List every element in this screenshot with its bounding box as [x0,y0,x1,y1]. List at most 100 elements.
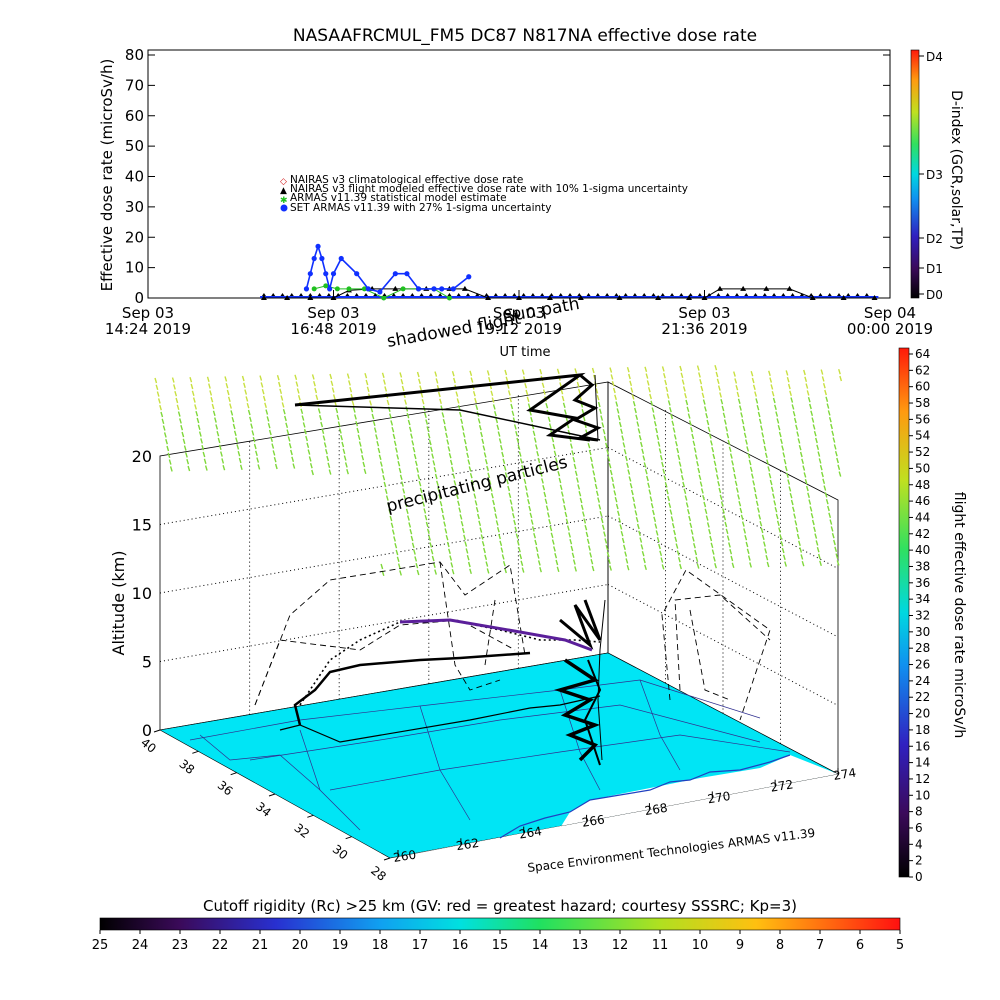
precip-mark [763,445,767,452]
precip-mark [225,382,229,389]
lon-tick-label: 270 [707,789,732,806]
lon-tick-label: 266 [581,812,606,829]
precip-mark [414,556,418,562]
precip-mark [366,386,370,393]
z-tick-label: 15 [132,516,152,535]
precip-mark [407,515,410,521]
cutoff-tick-label: 25 [92,938,109,953]
precip-mark [822,478,826,485]
precip-mark [663,372,666,379]
nairas-flight-point [740,285,747,291]
nairas-baseline-point [493,293,498,296]
precip-mark [804,376,808,383]
precip-mark [655,427,658,434]
precip-mark [480,431,483,438]
precip-mark [469,568,472,575]
precip-mark [806,390,810,396]
precip-mark [781,547,785,554]
precip-mark [830,423,833,430]
precip-mark [231,416,235,423]
precip-mark [833,539,836,546]
precip-mark [698,372,701,378]
precip-mark [383,481,387,488]
precip-mark [519,553,523,560]
precip-mark [451,568,455,575]
cutoff-tick-label: 21 [252,938,269,953]
precip-mark [762,438,766,445]
nairas-flight-point [461,285,468,291]
precip-mark [173,384,176,390]
precip-mark [548,423,552,429]
precip-mark [589,456,593,463]
credit-text: Space Environment Technologies ARMAS v11… [527,826,816,875]
dose-tick-label: 24 [915,674,930,688]
precip-mark [722,508,725,514]
cutoff-tick-label: 14 [532,938,549,953]
precip-mark [570,443,573,449]
nairas-baseline-point [419,293,424,296]
dose-tick-label: 62 [915,363,930,377]
precip-mark [179,418,182,424]
top-y-tick-label: 20 [125,228,144,246]
precip-mark [552,443,556,450]
precip-mark [226,389,230,396]
precip-mark [612,483,616,489]
lon-tick-label: 268 [644,801,669,818]
precip-mark [182,438,186,445]
precip-mark [590,558,594,565]
precip-mark [292,463,296,469]
cutoff-tick-label: 5 [896,938,904,953]
precip-mark [556,368,560,375]
precip-mark [626,366,630,373]
precip-mark [175,397,179,404]
z-tick-label: 10 [132,584,152,603]
precip-mark [607,558,611,565]
precip-mark [562,402,566,409]
precip-mark [406,412,410,419]
precip-mark [699,481,703,487]
precip-mark [714,467,718,473]
lat-tick-label: 36 [215,778,236,798]
precip-mark [749,562,752,568]
nairas-baseline-point [336,293,341,296]
precip-mark [453,377,456,384]
precip-mark [160,411,164,418]
precip-mark [774,404,777,411]
precip-mark [776,418,780,424]
nairas-flight-point [840,295,847,300]
precip-mark [424,514,428,521]
precip-mark [434,569,437,575]
dose-tick-label: 34 [915,592,930,606]
precip-mark [777,424,781,431]
precip-mark [617,414,621,421]
armas-model-point [323,283,329,289]
precip-mark [455,391,459,397]
precip-mark [249,416,252,423]
precip-mark [758,514,762,520]
precip-mark [221,458,225,464]
z-tick-label: 20 [132,447,152,466]
precip-mark [823,485,827,491]
precip-mark [743,528,746,534]
precip-mark [837,464,841,471]
precip-mark [554,552,558,559]
precip-mark [229,403,232,409]
precip-mark [498,438,502,444]
precip-mark [803,369,806,376]
precip-mark [649,496,653,502]
precip-mark [373,427,377,433]
precip-mark [233,430,237,437]
map-floor [159,652,839,859]
top-x-tick-day: Sep 03 [493,304,545,322]
precip-mark [628,476,632,482]
precip-mark [306,442,310,449]
nairas-baseline-point [827,293,832,296]
precip-mark [197,424,201,431]
dose-tick-label: 26 [915,658,930,672]
precip-mark [611,476,614,483]
precip-mark [781,445,785,451]
shadow-curtains [254,561,771,721]
precip-mark [791,404,795,410]
precip-mark [610,374,614,380]
precip-mark [485,561,489,567]
